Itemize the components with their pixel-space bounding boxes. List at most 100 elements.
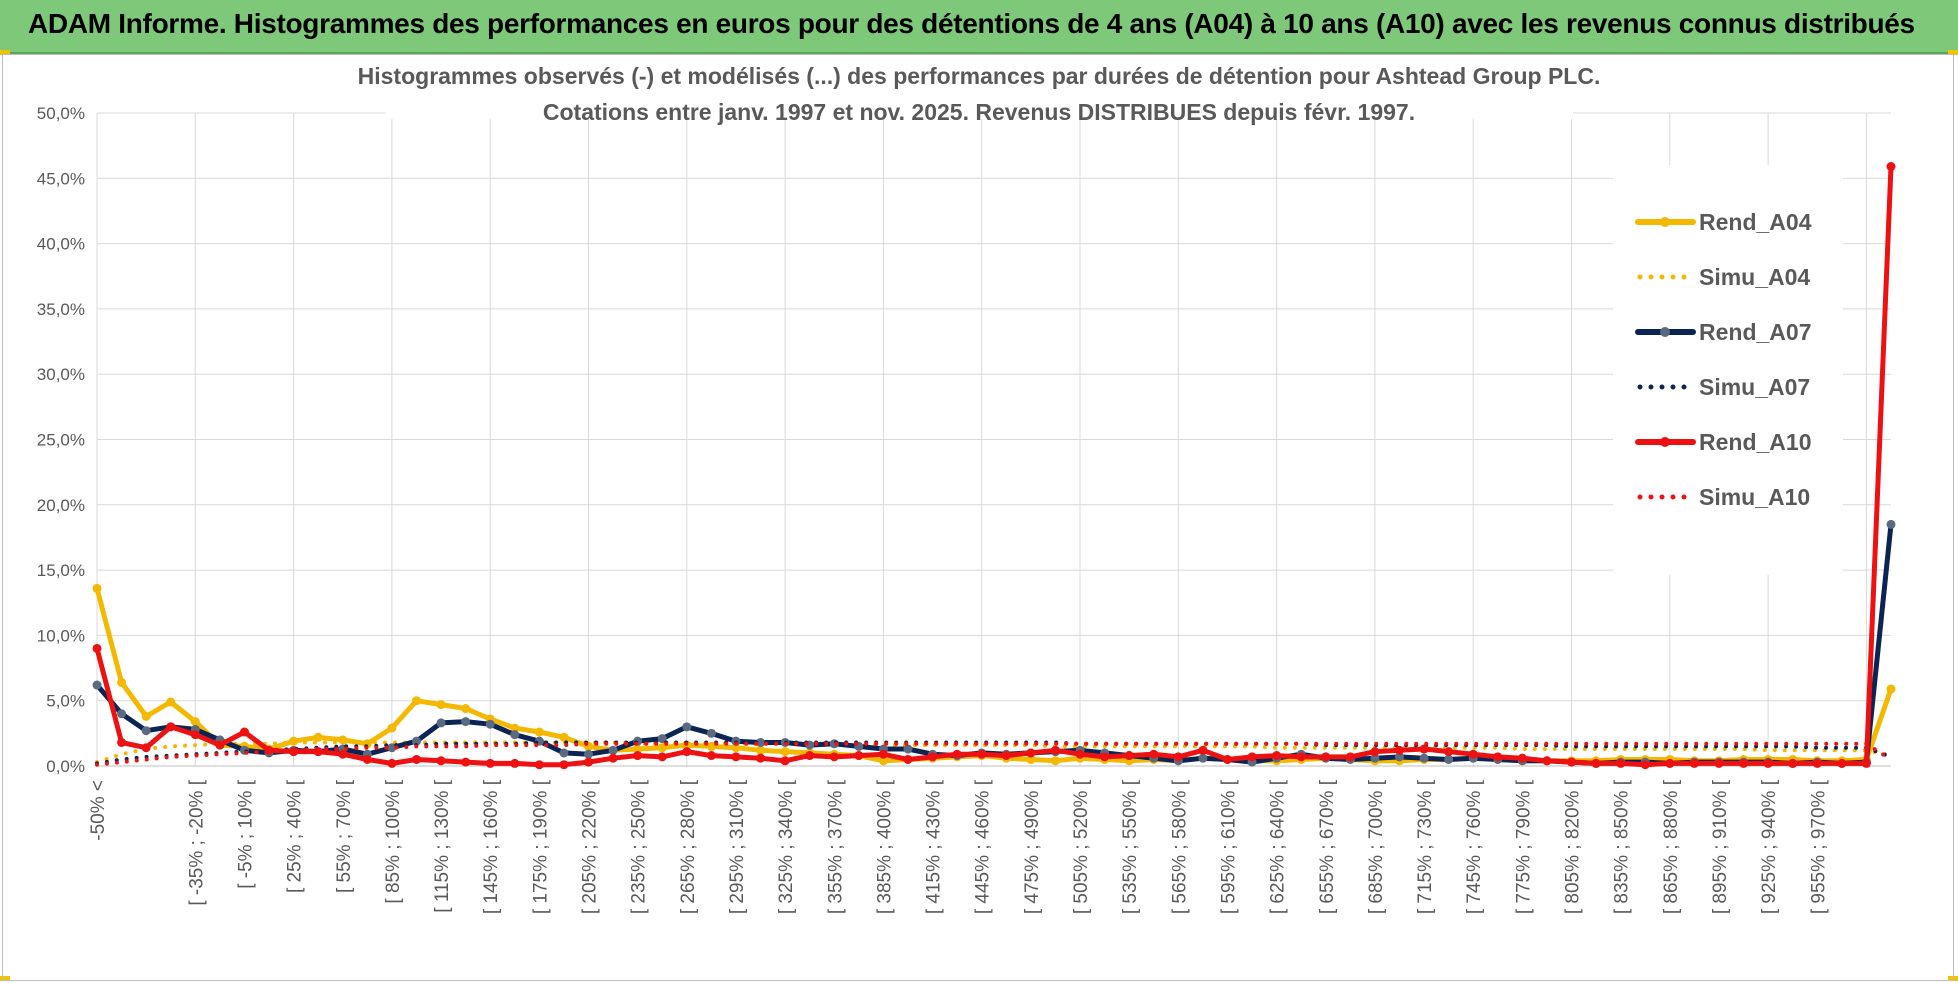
data-point-rend_a10 (1493, 752, 1503, 762)
data-point-rend_a10 (756, 753, 766, 763)
data-point-rend_a10 (682, 747, 692, 757)
data-point-rend_a04 (780, 747, 790, 757)
data-point-rend_a10 (1837, 758, 1847, 768)
report-banner: ADAM Informe. Histogrammes des performan… (0, 0, 1958, 54)
data-point-rend_a10 (878, 749, 888, 759)
data-point-rend_a10 (411, 754, 421, 764)
legend-box (1613, 165, 1843, 575)
x-tick-label: [ 415% ; 430% [ (924, 779, 945, 914)
data-point-rend_a10 (1419, 744, 1429, 754)
data-point-rend_a10 (1567, 757, 1577, 767)
data-point-rend_a04 (731, 743, 741, 753)
data-point-rend_a07 (682, 722, 692, 732)
data-point-rend_a10 (1345, 752, 1355, 762)
data-point-rend_a10 (1812, 758, 1822, 768)
data-point-rend_a04 (1026, 754, 1036, 764)
data-point-rend_a10 (1763, 758, 1773, 768)
data-point-rend_a10 (239, 727, 249, 737)
data-point-rend_a10 (510, 758, 520, 768)
x-tick-label: [ 925% ; 940% [ (1759, 779, 1780, 914)
data-point-rend_a07 (903, 744, 913, 754)
data-point-rend_a10 (1050, 745, 1060, 755)
data-point-rend_a10 (1075, 749, 1085, 759)
data-point-rend_a10 (977, 749, 987, 759)
x-tick-label: [ 835% ; 850% [ (1612, 779, 1633, 914)
data-point-rend_a07 (1394, 752, 1404, 762)
data-point-rend_a10 (1886, 162, 1896, 172)
histogram-line-chart: 0,0% 5,0% 10,0% 15,0% 20,0% 25,0% 30,0% 35,0% 40… (37, 59, 1896, 914)
data-point-rend_a10 (166, 722, 176, 732)
x-tick-label: [ 145% ; 160% [ (481, 779, 502, 914)
data-point-rend_a10 (657, 752, 667, 762)
data-point-rend_a04 (878, 756, 888, 766)
corner-mark-top-left (0, 50, 10, 55)
data-point-rend_a04 (166, 697, 176, 707)
x-tick-label: [ 355% ; 370% [ (825, 779, 846, 914)
y-tick-label: 30,0% (37, 365, 85, 384)
data-point-rend_a07 (461, 717, 471, 727)
data-point-rend_a10 (1124, 751, 1134, 761)
report-title: ADAM Informe. Histogrammes des performan… (28, 8, 1915, 39)
x-tick-label: [ 625% ; 640% [ (1268, 779, 1289, 914)
data-point-rend_a10 (1517, 753, 1527, 763)
data-point-rend_a10 (190, 730, 200, 740)
corner-mark-top-right (1948, 50, 1958, 55)
data-point-rend_a10 (215, 740, 225, 750)
data-point-rend_a04 (313, 732, 323, 742)
series-line-simu_a04 (95, 740, 1893, 765)
data-point-rend_a10 (1247, 752, 1257, 762)
data-point-rend_a04 (633, 744, 643, 754)
data-point-rend_a10 (1468, 749, 1478, 759)
data-point-rend_a10 (117, 737, 127, 747)
data-point-rend_a07 (584, 749, 594, 759)
y-tick-label: 0,0% (46, 757, 85, 776)
data-point-rend_a07 (1419, 753, 1429, 763)
legend-marker-rend_a04 (1660, 217, 1670, 227)
data-point-rend_a07 (1198, 753, 1208, 763)
data-point-rend_a07 (706, 728, 716, 738)
data-point-rend_a10 (903, 754, 913, 764)
y-tick-label: 35,0% (37, 300, 85, 319)
data-point-rend_a04 (117, 677, 127, 687)
data-point-rend_a10 (1444, 747, 1454, 757)
data-point-rend_a07 (756, 737, 766, 747)
x-tick-label: [ -35% ; -20% [ (186, 779, 207, 905)
data-point-rend_a10 (534, 760, 544, 770)
data-point-rend_a10 (1788, 758, 1798, 768)
y-tick-label: 25,0% (37, 431, 85, 450)
data-point-rend_a10 (633, 751, 643, 761)
x-tick-label: [ 505% ; 520% [ (1071, 779, 1092, 914)
x-tick-label: [ 715% ; 730% [ (1415, 779, 1436, 914)
data-point-rend_a10 (362, 754, 372, 764)
data-point-rend_a10 (92, 643, 102, 653)
data-point-rend_a04 (461, 704, 471, 714)
data-point-rend_a10 (1370, 747, 1380, 757)
x-tick-label: [ 745% ; 760% [ (1464, 779, 1485, 914)
data-point-rend_a10 (1296, 752, 1306, 762)
data-point-rend_a04 (190, 717, 200, 727)
data-point-rend_a10 (952, 749, 962, 759)
data-point-rend_a10 (731, 752, 741, 762)
x-tick-label: [ 25% ; 40% [ (285, 779, 306, 893)
data-point-rend_a04 (756, 745, 766, 755)
data-point-rend_a10 (559, 760, 569, 770)
data-point-rend_a07 (657, 734, 667, 744)
data-point-rend_a10 (141, 743, 151, 753)
data-point-rend_a10 (1739, 758, 1749, 768)
x-tick-label: [ 325% ; 340% [ (776, 779, 797, 914)
corner-mark-bottom-left (0, 976, 10, 981)
data-point-rend_a10 (1689, 758, 1699, 768)
legend-label-rend_a07: Rend_A07 (1699, 319, 1811, 345)
data-point-rend_a10 (485, 758, 495, 768)
data-point-rend_a10 (338, 749, 348, 759)
series-line-simu_a07 (95, 740, 1893, 766)
data-point-rend_a10 (1591, 758, 1601, 768)
data-point-rend_a10 (584, 757, 594, 767)
series-line-rend_a04 (94, 585, 1894, 764)
data-point-rend_a07 (387, 743, 397, 753)
x-tick-label: [ 265% ; 280% [ (678, 779, 699, 914)
data-point-rend_a10 (1272, 751, 1282, 761)
data-point-rend_a04 (436, 700, 446, 710)
data-point-rend_a07 (1370, 753, 1380, 763)
data-point-rend_a10 (706, 751, 716, 761)
